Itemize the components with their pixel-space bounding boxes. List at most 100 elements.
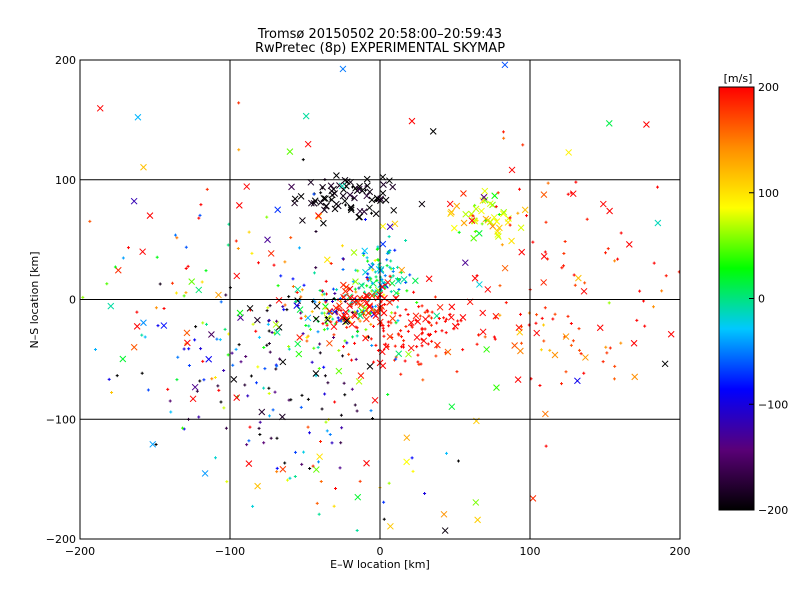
x-marker [346,285,354,293]
plus-marker [442,316,446,320]
plus-marker [316,330,320,334]
plus-marker [656,185,660,189]
plus-marker [351,185,355,189]
colorbar-tick-label: −100 [758,398,788,411]
x-marker [160,322,168,329]
plus-marker [154,442,158,446]
x-marker [386,177,393,185]
x-marker [308,199,315,207]
x-marker [346,191,354,199]
plus-marker [169,410,173,414]
plus-marker [332,333,336,337]
plus-marker [356,269,360,273]
x-marker [631,373,639,381]
plus-marker [266,306,270,310]
plus-marker [347,309,351,313]
plus-marker [423,491,427,495]
plus-marker [320,407,324,411]
x-marker [392,289,400,297]
x-marker [448,303,456,311]
plus-marker [494,205,498,209]
plus-marker [304,324,308,328]
plus-marker [286,478,290,482]
x-marker [340,281,347,289]
plus-marker [317,366,321,370]
x-marker [236,309,244,317]
plus-marker [374,198,378,202]
plus-marker [351,335,355,339]
x-marker [394,277,402,285]
plus-marker [291,284,295,288]
plus-marker [381,326,385,330]
plus-marker [430,316,434,320]
plus-marker [388,249,392,253]
plus-marker [391,274,395,278]
plus-marker [355,334,359,338]
x-marker [517,347,524,355]
x-marker [233,394,241,401]
plus-marker [351,310,355,314]
x-marker [360,208,368,215]
plus-marker [311,300,315,304]
x-marker [139,248,146,256]
x-marker [425,275,433,283]
plus-marker [374,304,378,308]
plus-marker [504,301,508,305]
plus-marker [355,409,359,413]
plus-marker [215,337,219,341]
plus-marker [350,358,354,362]
plus-marker [500,243,504,247]
plus-marker [335,320,339,324]
plus-marker [375,247,379,251]
x-marker [472,499,480,506]
plus-marker [564,370,568,374]
plus-marker [370,344,374,348]
plus-marker [531,240,535,244]
plus-marker [369,337,373,341]
x-marker [517,224,525,232]
x-marker [130,197,138,205]
x-marker [386,223,394,231]
x-marker [275,296,283,304]
plus-marker [283,303,287,307]
x-marker [272,321,280,328]
plus-marker [305,339,309,343]
x-marker [371,396,379,404]
x-marker [341,197,349,205]
x-marker [356,294,364,302]
y-axis-ticks: −200 −100 0 100 200 [46,54,76,546]
plus-marker [387,481,391,485]
x-marker [380,181,387,188]
plus-marker [417,362,421,366]
plus-marker [184,267,188,271]
plus-marker [249,374,253,378]
plus-marker [247,439,251,443]
x-marker [351,194,358,202]
plus-marker [607,301,611,305]
plus-marker [297,246,301,250]
x-marker [352,278,359,285]
plus-marker [539,348,543,352]
plus-marker [368,285,372,289]
plus-marker [374,275,378,279]
y-tick-label: 200 [55,54,76,67]
plus-marker [287,347,291,351]
plus-marker [393,311,397,315]
plus-marker [361,312,365,316]
y-tick-label: 100 [55,174,76,187]
plus-marker [213,456,217,460]
x-marker [384,279,392,286]
x-marker [368,196,376,204]
x-marker [493,218,501,225]
x-marker [312,370,320,377]
x-marker [379,222,387,230]
x-marker [363,192,371,200]
plus-marker [308,431,312,435]
x-marker [407,344,415,352]
plus-marker [154,306,158,310]
plus-marker [319,480,323,484]
plus-marker [308,327,312,331]
plus-marker [204,322,208,326]
plus-marker [344,203,348,207]
plus-marker [402,339,406,343]
